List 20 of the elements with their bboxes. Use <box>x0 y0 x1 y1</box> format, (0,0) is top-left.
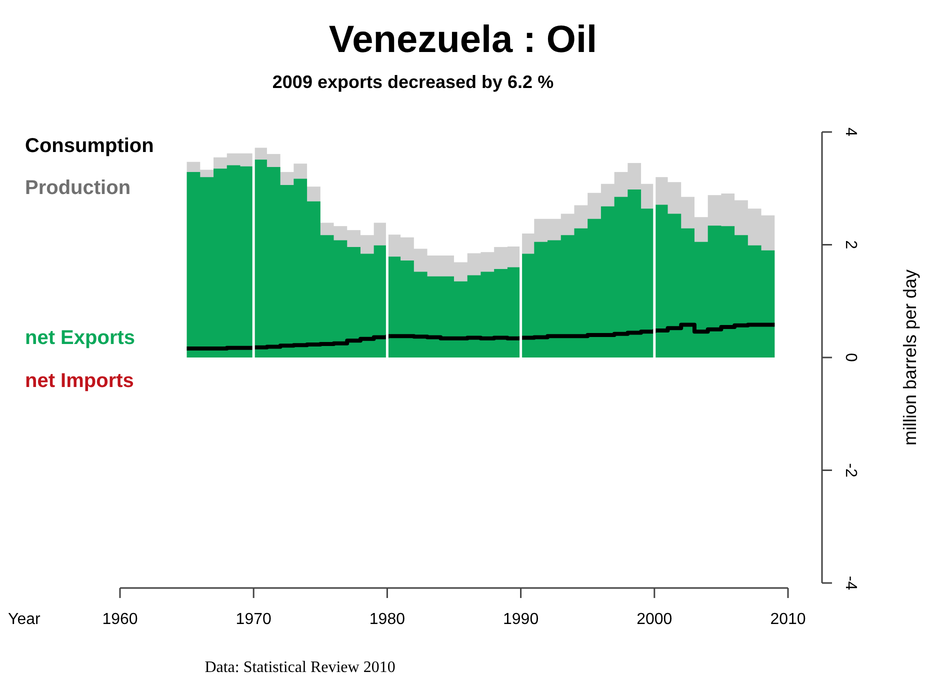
y-tick-label: -4 <box>842 576 859 590</box>
x-axis-title: Year <box>8 611 41 628</box>
x-tick-label: 2010 <box>770 611 806 628</box>
y-axis-title: million barrels per day <box>900 269 920 446</box>
y-tick-label: -2 <box>842 463 859 478</box>
text: net Exports <box>25 327 136 349</box>
text: Consumption <box>25 135 154 157</box>
chart-subtitle: 2009 exports decreased by 6.2 % <box>272 72 554 92</box>
text: Data: Statistical Review 2010 <box>204 659 396 676</box>
chart-title: Venezuela : Oil <box>328 19 598 61</box>
y-tick-label: 4 <box>842 128 859 137</box>
x-tick-label: 1960 <box>102 611 138 628</box>
x-tick-label: 1970 <box>236 611 272 628</box>
legend-label: net Imports <box>25 370 134 392</box>
y-tick-label: 0 <box>842 353 859 362</box>
text: Production <box>25 177 131 199</box>
x-tick-label: 1980 <box>369 611 406 628</box>
x-tick-label: 1990 <box>503 611 539 628</box>
x-tick-label: 2000 <box>636 611 672 628</box>
y-tick-label: 2 <box>842 240 859 250</box>
